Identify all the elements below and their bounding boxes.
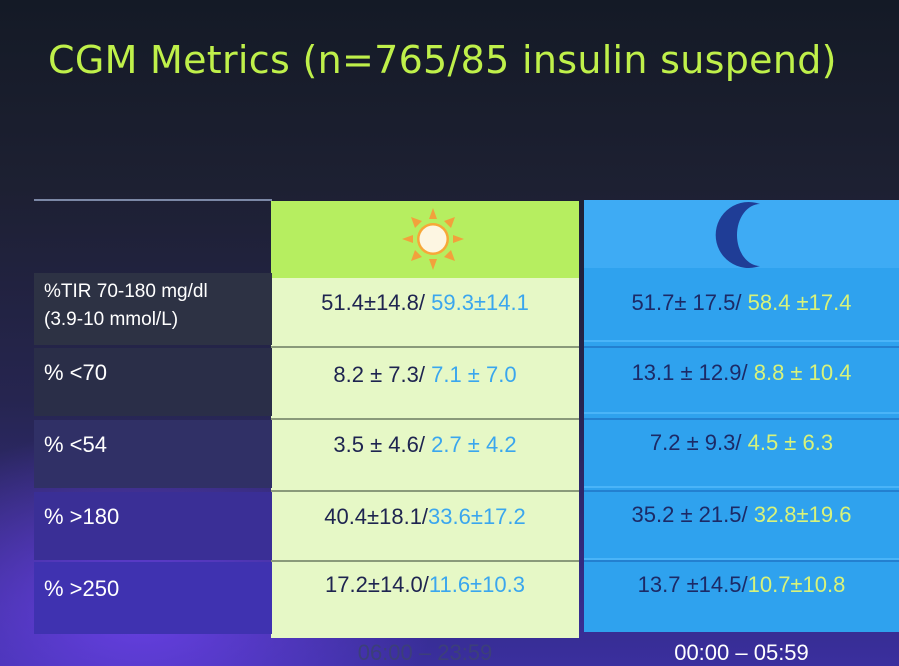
row-divider: [271, 560, 579, 562]
night-row-divider: [584, 412, 899, 414]
row-label-background: [34, 273, 272, 345]
row-label-background: [34, 562, 272, 634]
above180-day-all: 40.4±18.1/: [324, 504, 429, 529]
night-time-range: 00:00 – 05:59: [674, 640, 809, 665]
below70-night-suspend: 8.8 ± 10.4: [753, 360, 852, 385]
slide-title: CGM Metrics (n=765/85 insulin suspend): [48, 38, 837, 82]
row-label-below-54: % <54: [44, 432, 107, 457]
below70-day-value: 8.2 ± 7.3/ 7.1 ± 7.0: [271, 362, 579, 388]
tir-day-value: 51.4±14.8/ 59.3±14.1: [271, 290, 579, 316]
day-time-range: 06:00 – 23:59: [357, 640, 493, 665]
below54-day-value: 3.5 ± 4.6/ 2.7 ± 4.2: [271, 432, 579, 458]
above250-day-suspend: 11.6±10.3: [428, 572, 525, 597]
tir-day-suspend: 59.3±14.1: [431, 290, 529, 315]
row-divider: [584, 346, 899, 348]
row-label-tir-line2: (3.9-10 mmol/L): [44, 309, 179, 330]
above180-day-value: 40.4±18.1/33.6±17.2: [271, 504, 579, 530]
tir-night-all: 51.7± 17.5/: [631, 290, 748, 315]
above180-day-suspend: 33.6±17.2: [428, 504, 526, 529]
below54-night-value: 7.2 ± 9.3/ 4.5 ± 6.3: [584, 430, 899, 456]
below54-day-all: 3.5 ± 4.6/: [333, 432, 432, 457]
row-divider: [271, 346, 579, 348]
sun-icon: [402, 208, 464, 270]
row-label-below-70: % <70: [44, 360, 107, 385]
above250-day-all: 17.2±14.0/: [325, 572, 429, 597]
above250-night-value: 13.7 ±14.5/10.7±10.8: [584, 572, 899, 598]
night-column-header: [584, 200, 899, 268]
row-label-tir: %TIR 70-180 mg/dl (3.9-10 mmol/L): [44, 278, 208, 334]
above180-night-suspend: 32.8±19.6: [753, 502, 852, 527]
below70-night-value: 13.1 ± 12.9/ 8.8 ± 10.4: [584, 360, 899, 386]
above250-night-all: 13.7 ±14.5/: [637, 572, 748, 597]
above180-night-all: 35.2 ± 21.5/: [631, 502, 754, 527]
below54-day-suspend: 2.7 ± 4.2: [431, 432, 517, 457]
night-column: [584, 200, 899, 632]
tir-night-value: 51.7± 17.5/ 58.4 ±17.4: [584, 290, 899, 316]
row-label-background: [34, 492, 272, 560]
day-column-header: [271, 201, 579, 278]
above180-night-value: 35.2 ± 21.5/ 32.8±19.6: [584, 502, 899, 528]
tir-day-all: 51.4±14.8/: [321, 290, 432, 315]
header-divider: [34, 199, 272, 201]
above250-night-suspend: 10.7±10.8: [747, 572, 846, 597]
row-label-tir-line1: %TIR 70-180 mg/dl: [44, 281, 208, 302]
below70-day-suspend: 7.1 ± 7.0: [431, 362, 517, 387]
below54-night-all: 7.2 ± 9.3/: [649, 430, 748, 455]
row-label-above-250: % >250: [44, 576, 120, 601]
night-row-divider: [584, 486, 899, 488]
below70-night-all: 13.1 ± 12.9/: [631, 360, 754, 385]
moon-icon: [715, 202, 760, 268]
row-label-background: [34, 420, 272, 488]
row-divider: [584, 418, 899, 420]
row-divider: [584, 490, 899, 492]
above250-day-value: 17.2±14.0/11.6±10.3: [271, 572, 579, 598]
below54-night-suspend: 4.5 ± 6.3: [747, 430, 834, 455]
row-label-background: [34, 348, 272, 416]
row-divider: [271, 490, 579, 492]
night-row-divider: [584, 558, 899, 560]
row-divider: [584, 560, 899, 562]
row-label-above-180: % >180: [44, 504, 120, 529]
tir-night-suspend: 58.4 ±17.4: [747, 290, 852, 315]
row-divider: [271, 418, 579, 420]
below70-day-all: 8.2 ± 7.3/: [333, 362, 432, 387]
night-row-divider: [584, 340, 899, 342]
